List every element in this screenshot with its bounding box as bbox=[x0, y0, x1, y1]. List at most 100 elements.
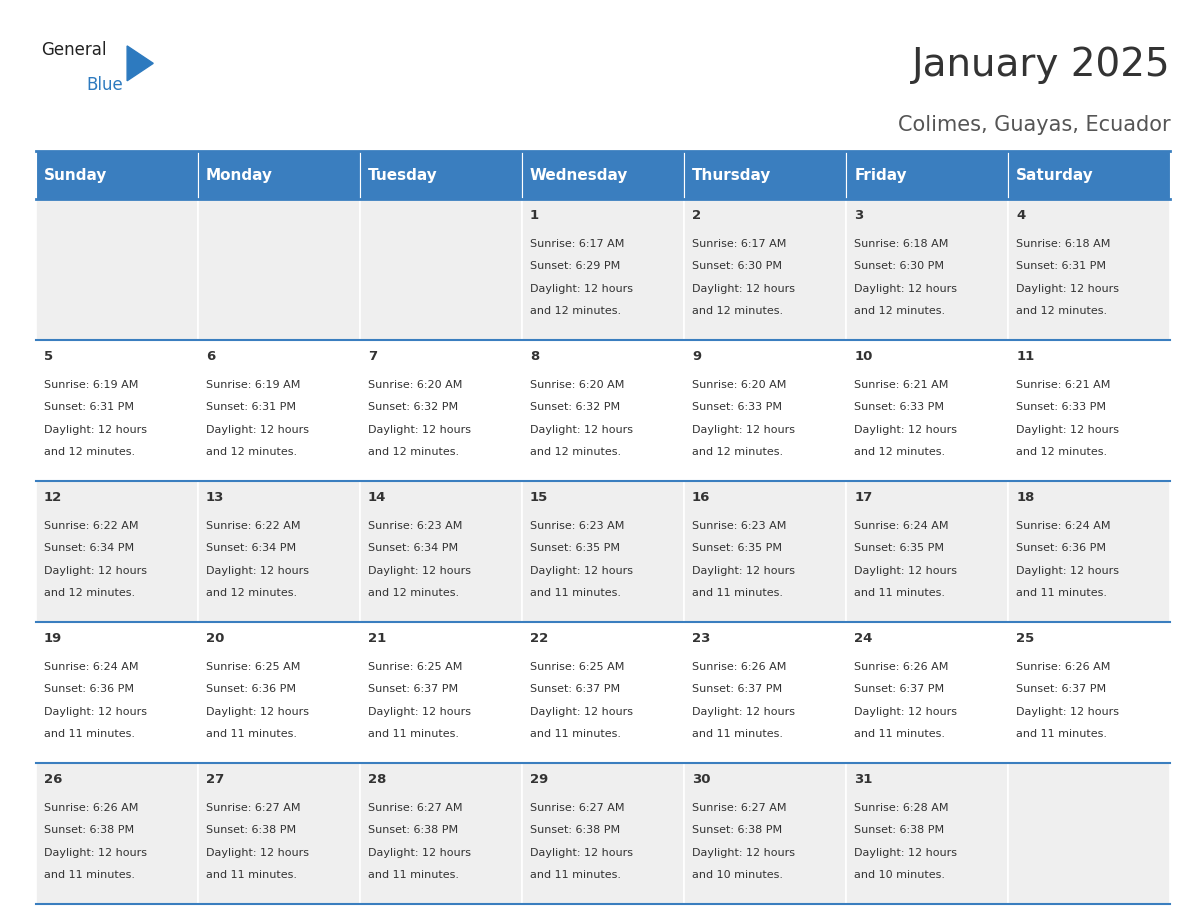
Text: and 12 minutes.: and 12 minutes. bbox=[206, 588, 297, 599]
Text: and 11 minutes.: and 11 minutes. bbox=[854, 588, 946, 599]
Text: Daylight: 12 hours: Daylight: 12 hours bbox=[530, 425, 633, 435]
Bar bbox=[36, 341, 197, 481]
Text: Daylight: 12 hours: Daylight: 12 hours bbox=[693, 848, 795, 857]
Text: January 2025: January 2025 bbox=[911, 46, 1170, 84]
Text: 5: 5 bbox=[44, 350, 53, 364]
Bar bbox=[360, 763, 522, 904]
Text: and 12 minutes.: and 12 minutes. bbox=[368, 588, 459, 599]
Text: Daylight: 12 hours: Daylight: 12 hours bbox=[206, 425, 309, 435]
Bar bbox=[846, 763, 1009, 904]
Bar bbox=[684, 341, 846, 481]
Text: Daylight: 12 hours: Daylight: 12 hours bbox=[44, 848, 147, 857]
Text: Daylight: 12 hours: Daylight: 12 hours bbox=[530, 707, 633, 717]
Text: Sunrise: 6:19 AM: Sunrise: 6:19 AM bbox=[44, 380, 138, 390]
Text: General: General bbox=[42, 41, 107, 60]
Polygon shape bbox=[127, 46, 153, 81]
Bar bbox=[846, 622, 1009, 763]
Text: Sunset: 6:37 PM: Sunset: 6:37 PM bbox=[854, 684, 944, 694]
Bar bbox=[846, 481, 1009, 622]
Text: Sunrise: 6:21 AM: Sunrise: 6:21 AM bbox=[854, 380, 948, 390]
Text: Daylight: 12 hours: Daylight: 12 hours bbox=[530, 565, 633, 576]
Bar bbox=[36, 151, 197, 199]
Text: Sunrise: 6:23 AM: Sunrise: 6:23 AM bbox=[693, 521, 786, 531]
Text: Sunrise: 6:20 AM: Sunrise: 6:20 AM bbox=[368, 380, 462, 390]
Text: Sunset: 6:34 PM: Sunset: 6:34 PM bbox=[206, 543, 296, 554]
Bar bbox=[197, 763, 360, 904]
Text: 24: 24 bbox=[854, 633, 872, 645]
Bar bbox=[197, 481, 360, 622]
Bar bbox=[522, 199, 684, 341]
Text: 13: 13 bbox=[206, 491, 225, 504]
Text: Sunrise: 6:20 AM: Sunrise: 6:20 AM bbox=[693, 380, 786, 390]
Text: Daylight: 12 hours: Daylight: 12 hours bbox=[530, 848, 633, 857]
Text: 26: 26 bbox=[44, 773, 62, 786]
Text: Sunset: 6:34 PM: Sunset: 6:34 PM bbox=[368, 543, 459, 554]
Text: 30: 30 bbox=[693, 773, 710, 786]
Text: Sunset: 6:37 PM: Sunset: 6:37 PM bbox=[368, 684, 459, 694]
Text: and 11 minutes.: and 11 minutes. bbox=[368, 730, 459, 739]
Text: Friday: Friday bbox=[854, 168, 906, 183]
Text: Sunset: 6:36 PM: Sunset: 6:36 PM bbox=[1016, 543, 1106, 554]
Text: 3: 3 bbox=[854, 209, 864, 222]
Bar bbox=[522, 622, 684, 763]
Bar bbox=[197, 199, 360, 341]
Text: and 12 minutes.: and 12 minutes. bbox=[530, 307, 621, 317]
Text: 12: 12 bbox=[44, 491, 62, 504]
Bar bbox=[846, 199, 1009, 341]
Text: Sunset: 6:30 PM: Sunset: 6:30 PM bbox=[854, 262, 944, 271]
Text: Daylight: 12 hours: Daylight: 12 hours bbox=[44, 565, 147, 576]
Text: Sunset: 6:38 PM: Sunset: 6:38 PM bbox=[206, 825, 296, 835]
Text: and 11 minutes.: and 11 minutes. bbox=[1016, 588, 1107, 599]
Bar bbox=[360, 622, 522, 763]
Text: Daylight: 12 hours: Daylight: 12 hours bbox=[854, 848, 958, 857]
Text: Sunrise: 6:23 AM: Sunrise: 6:23 AM bbox=[368, 521, 462, 531]
Text: 22: 22 bbox=[530, 633, 548, 645]
Bar bbox=[36, 763, 197, 904]
Text: and 12 minutes.: and 12 minutes. bbox=[854, 447, 946, 457]
Text: Daylight: 12 hours: Daylight: 12 hours bbox=[693, 565, 795, 576]
Text: Sunset: 6:35 PM: Sunset: 6:35 PM bbox=[854, 543, 944, 554]
Bar bbox=[684, 151, 846, 199]
Text: Sunrise: 6:25 AM: Sunrise: 6:25 AM bbox=[206, 662, 301, 672]
Text: Sunset: 6:33 PM: Sunset: 6:33 PM bbox=[1016, 402, 1106, 412]
Text: 14: 14 bbox=[368, 491, 386, 504]
Bar bbox=[522, 763, 684, 904]
Text: Sunset: 6:35 PM: Sunset: 6:35 PM bbox=[530, 543, 620, 554]
Text: Sunrise: 6:28 AM: Sunrise: 6:28 AM bbox=[854, 802, 949, 812]
Text: Sunset: 6:35 PM: Sunset: 6:35 PM bbox=[693, 543, 782, 554]
Text: Sunset: 6:30 PM: Sunset: 6:30 PM bbox=[693, 262, 782, 271]
Text: and 11 minutes.: and 11 minutes. bbox=[44, 870, 134, 880]
Text: Sunrise: 6:27 AM: Sunrise: 6:27 AM bbox=[368, 802, 462, 812]
Text: and 12 minutes.: and 12 minutes. bbox=[368, 447, 459, 457]
Text: Daylight: 12 hours: Daylight: 12 hours bbox=[1016, 565, 1119, 576]
Text: 1: 1 bbox=[530, 209, 539, 222]
Bar bbox=[36, 481, 197, 622]
Bar bbox=[360, 341, 522, 481]
Text: 23: 23 bbox=[693, 633, 710, 645]
Bar bbox=[1009, 151, 1170, 199]
Text: Daylight: 12 hours: Daylight: 12 hours bbox=[854, 425, 958, 435]
Text: Sunrise: 6:17 AM: Sunrise: 6:17 AM bbox=[530, 239, 625, 249]
Text: Daylight: 12 hours: Daylight: 12 hours bbox=[44, 707, 147, 717]
Bar bbox=[522, 481, 684, 622]
Text: Sunset: 6:38 PM: Sunset: 6:38 PM bbox=[854, 825, 944, 835]
Text: Blue: Blue bbox=[87, 76, 124, 95]
Text: Sunrise: 6:24 AM: Sunrise: 6:24 AM bbox=[1016, 521, 1111, 531]
Text: Sunrise: 6:24 AM: Sunrise: 6:24 AM bbox=[44, 662, 138, 672]
Text: Daylight: 12 hours: Daylight: 12 hours bbox=[1016, 707, 1119, 717]
Text: Daylight: 12 hours: Daylight: 12 hours bbox=[206, 565, 309, 576]
Text: Sunset: 6:31 PM: Sunset: 6:31 PM bbox=[206, 402, 296, 412]
Text: and 11 minutes.: and 11 minutes. bbox=[854, 730, 946, 739]
Text: and 11 minutes.: and 11 minutes. bbox=[368, 870, 459, 880]
Text: Daylight: 12 hours: Daylight: 12 hours bbox=[368, 565, 470, 576]
Bar bbox=[360, 199, 522, 341]
Text: Sunset: 6:37 PM: Sunset: 6:37 PM bbox=[1016, 684, 1106, 694]
Text: Sunrise: 6:20 AM: Sunrise: 6:20 AM bbox=[530, 380, 625, 390]
Text: Sunrise: 6:26 AM: Sunrise: 6:26 AM bbox=[44, 802, 138, 812]
Text: and 11 minutes.: and 11 minutes. bbox=[206, 870, 297, 880]
Text: and 11 minutes.: and 11 minutes. bbox=[693, 588, 783, 599]
Text: Sunset: 6:37 PM: Sunset: 6:37 PM bbox=[530, 684, 620, 694]
Text: Sunrise: 6:24 AM: Sunrise: 6:24 AM bbox=[854, 521, 949, 531]
Text: and 12 minutes.: and 12 minutes. bbox=[530, 447, 621, 457]
Text: 20: 20 bbox=[206, 633, 225, 645]
